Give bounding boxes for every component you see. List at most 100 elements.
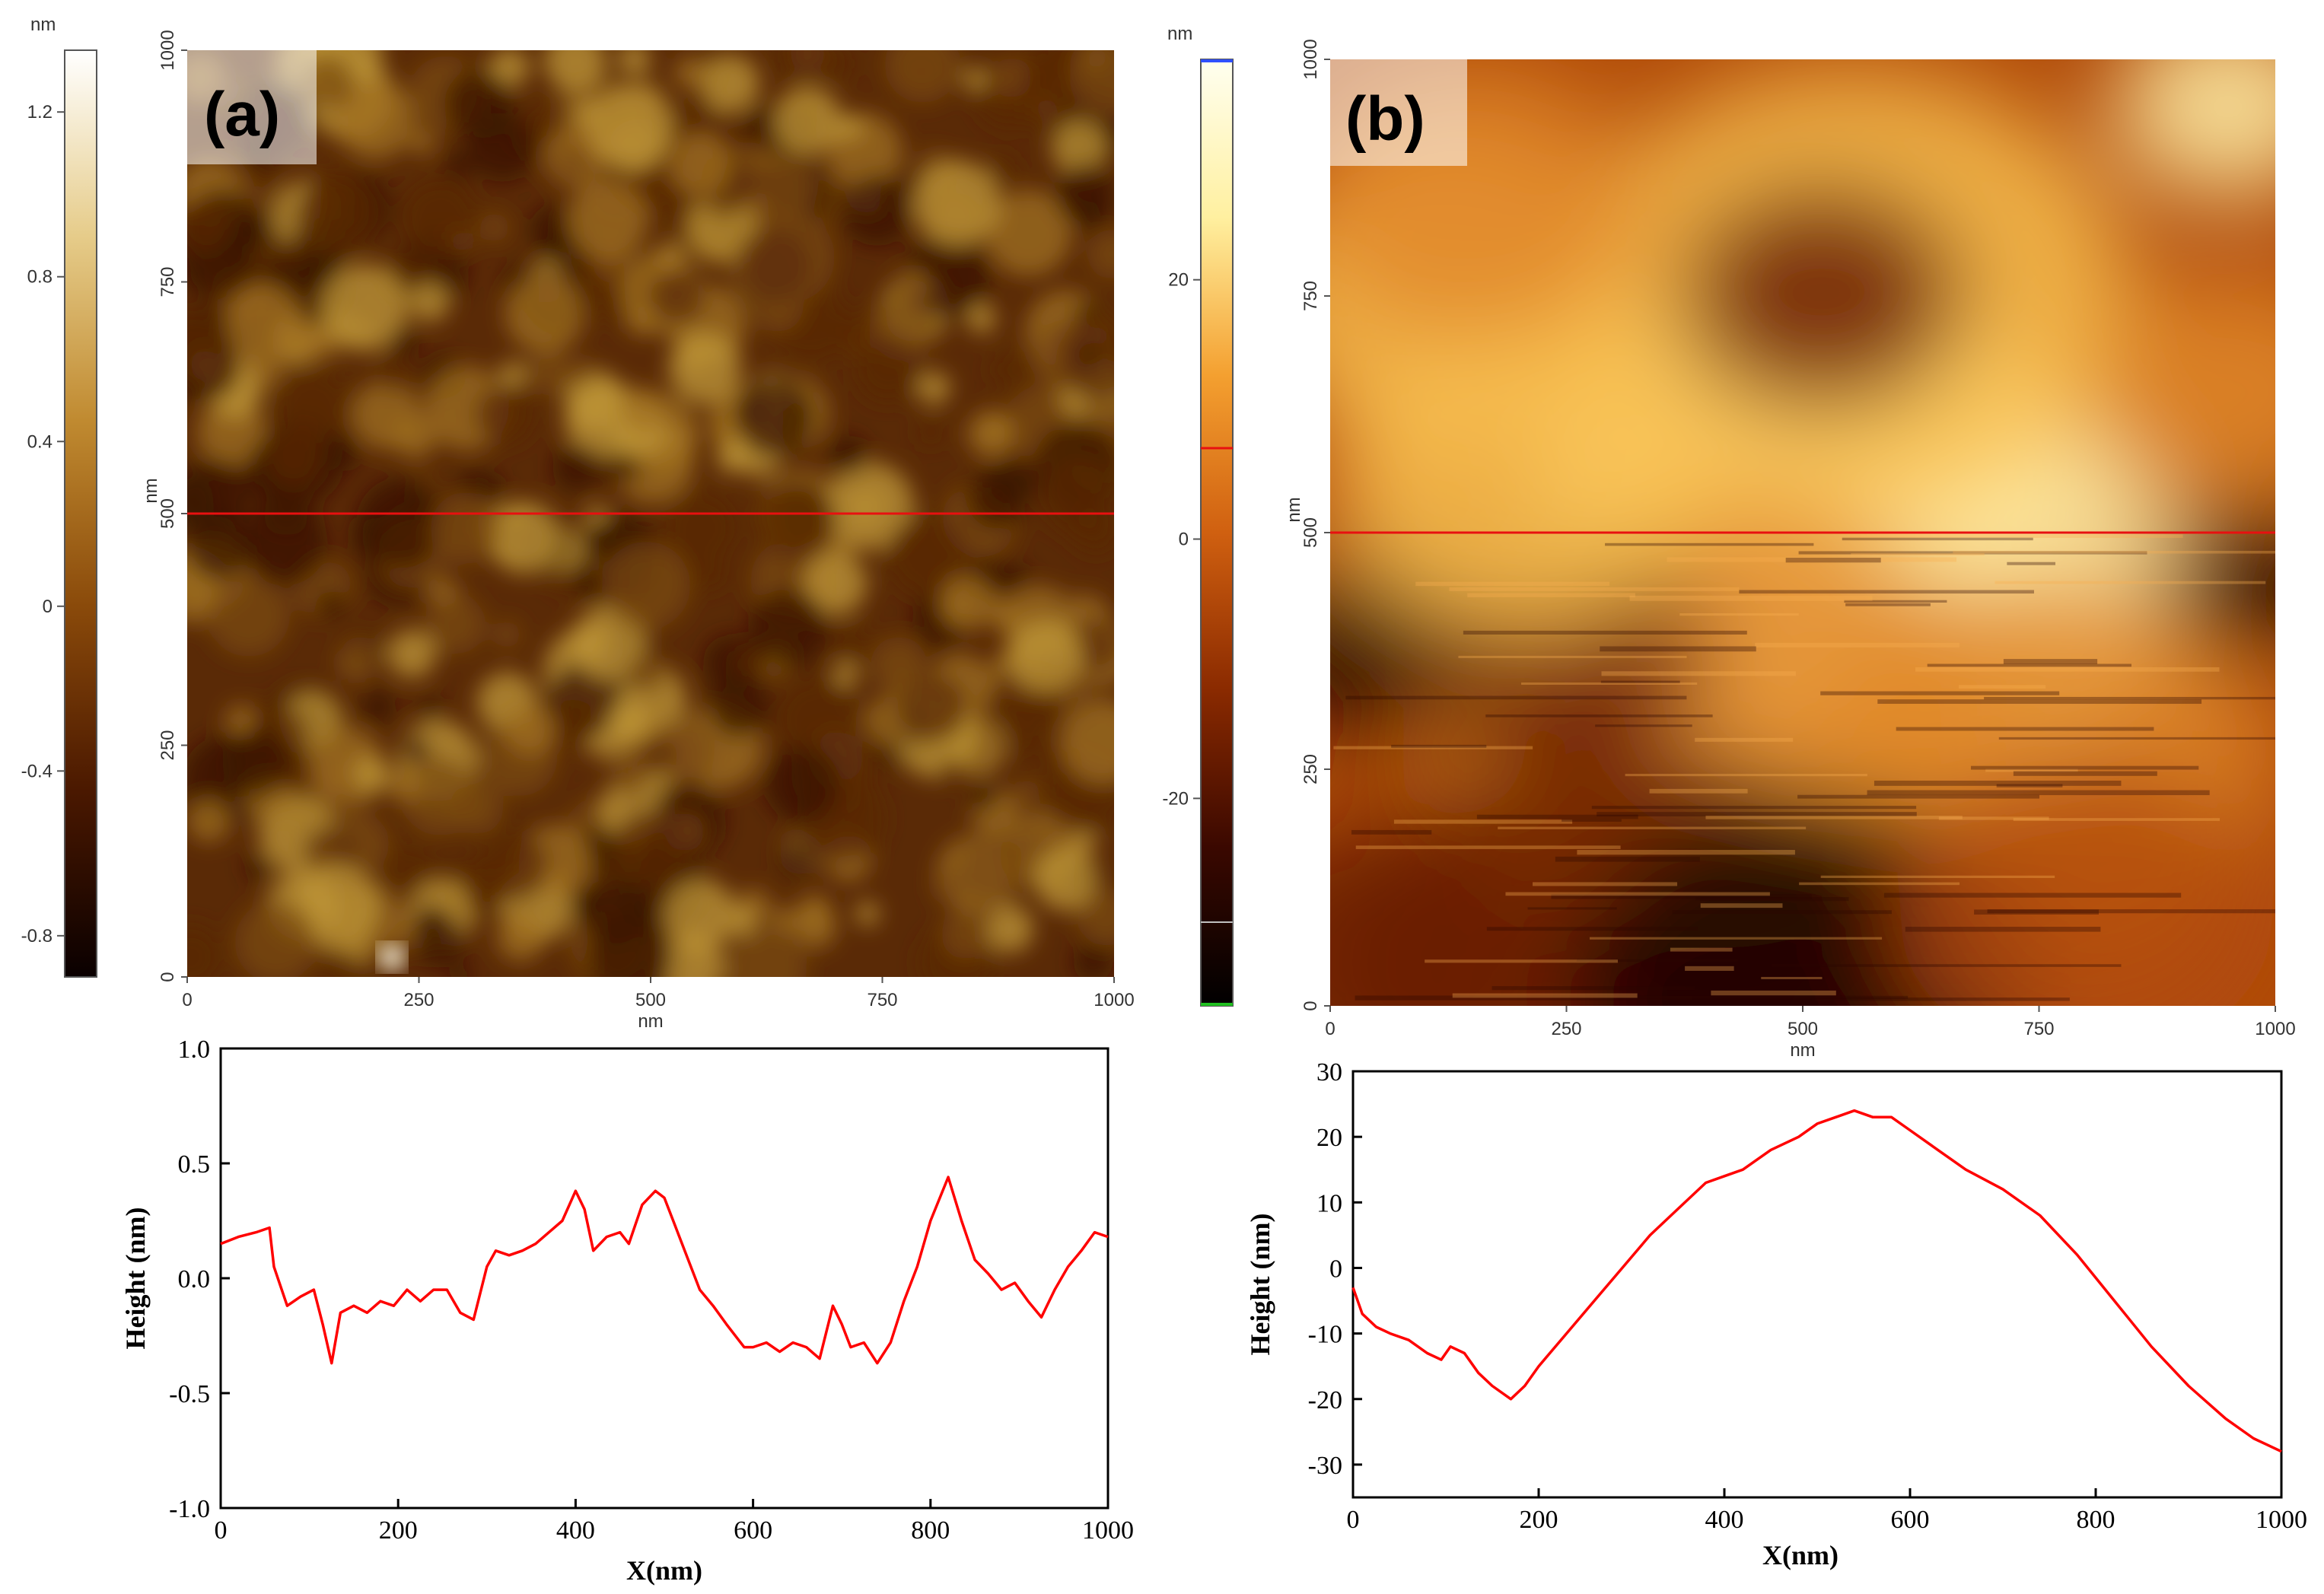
afm-scan-streak xyxy=(1467,593,1635,597)
colorbar-a: nm 1.2 0.8 0.4 0 -0.4 -0.8 xyxy=(21,14,97,978)
profile-y-tick-label: -20 xyxy=(1308,1386,1342,1414)
afm-texture-blob xyxy=(1679,182,1964,410)
afm-scan-streak xyxy=(1820,691,2060,695)
afm-scan-streak xyxy=(1711,990,1836,996)
afm-texture-blob xyxy=(323,434,360,471)
afm-texture-blob xyxy=(245,853,272,880)
afm-texture-blob xyxy=(663,490,739,565)
afm-scan-streak xyxy=(1463,630,1747,635)
afm-scan-streak xyxy=(1616,995,1909,999)
afm-scan-streak xyxy=(1351,829,1432,835)
afm-texture-blob xyxy=(1897,759,2275,1006)
afm-image-a-bright-particle xyxy=(378,943,406,971)
afm-scan-streak xyxy=(1798,551,2147,555)
afm-scan-streak xyxy=(1761,976,1823,979)
afm-x-tick-label: 0 xyxy=(182,990,192,1010)
afm-scan-streak xyxy=(1958,685,2046,689)
afm-texture-blob xyxy=(1002,563,1030,591)
afm-texture-blob xyxy=(794,905,837,949)
afm-scan-streak xyxy=(1476,814,1638,819)
afm-texture-blob xyxy=(941,909,992,959)
afm-texture-blob xyxy=(473,472,504,503)
afm-texture-blob xyxy=(778,842,815,879)
afm-texture-blob xyxy=(336,80,415,160)
afm-scan-streak xyxy=(1797,794,2039,799)
afm-texture-blob xyxy=(650,269,706,325)
afm-texture-blob xyxy=(985,189,1072,277)
profile-x-tick-label: 600 xyxy=(734,1516,772,1545)
afm-texture-blob xyxy=(991,350,1030,389)
afm-texture-blob xyxy=(966,304,996,333)
afm-texture-blob xyxy=(939,574,995,631)
profile-x-tick-label: 1000 xyxy=(2256,1506,2307,1534)
afm-texture-blob xyxy=(265,429,323,487)
afm-scan-streak xyxy=(1333,746,1533,749)
afm-scan-streak xyxy=(1700,897,1849,902)
afm-scan-streak xyxy=(1591,806,1917,810)
profile-y-tick-label: -30 xyxy=(1308,1452,1342,1480)
afm-texture-blob xyxy=(387,629,436,678)
afm-scan-streak xyxy=(1521,682,1698,686)
afm-texture-blob xyxy=(1058,681,1094,717)
afm-texture-blob xyxy=(933,870,966,903)
afm-texture-blob xyxy=(493,620,521,649)
afm-texture-blob xyxy=(1051,119,1107,176)
afm-texture-blob xyxy=(627,309,654,336)
afm-scan-streak xyxy=(1849,534,2183,538)
afm-scan-streak xyxy=(1820,875,2055,878)
afm-x-tick-label: 750 xyxy=(867,990,897,1010)
afm-texture-blob xyxy=(727,907,759,937)
afm-texture-blob xyxy=(1087,229,1114,279)
afm-image-b: (b) 0 250 500 750 1000 0 250 500 750 1000 nm nm xyxy=(1284,39,2296,1061)
afm-texture-blob xyxy=(917,371,950,405)
afm-texture-blob xyxy=(207,574,290,657)
afm-texture-blob xyxy=(489,502,561,574)
afm-texture-blob xyxy=(297,171,380,254)
afm-scan-streak xyxy=(1601,671,1796,676)
afm-texture-blob xyxy=(617,50,651,76)
afm-texture-blob xyxy=(628,654,668,694)
profile-y-tick-label: 0.0 xyxy=(178,1265,211,1293)
afm-texture-blob xyxy=(828,434,868,475)
afm-scan-streak xyxy=(1739,590,2034,594)
afm-texture-blob xyxy=(966,466,1030,530)
afm-texture-blob xyxy=(475,384,536,446)
afm-texture-blob xyxy=(1074,831,1097,854)
afm-texture-blob xyxy=(841,174,913,247)
afm-scan-streak xyxy=(2013,818,2220,821)
afm-texture-blob xyxy=(496,914,544,962)
profile-y-tick-label: 0.5 xyxy=(178,1150,211,1179)
panel-b: nm 200-20 (b) 0 250 500 750 1000025050075010… xyxy=(1162,24,2307,1570)
afm-y-tick-label: 0 xyxy=(158,972,178,982)
afm-texture-blob xyxy=(763,746,840,822)
afm-texture-blob xyxy=(565,358,594,387)
afm-scan-streak xyxy=(1452,993,1638,998)
afm-texture-blob xyxy=(1059,698,1114,784)
afm-texture-blob xyxy=(884,50,960,103)
afm-texture-blob xyxy=(871,636,928,693)
afm-x-tick-label: 750 xyxy=(2023,1019,2054,1039)
afm-texture-blob xyxy=(466,881,501,917)
colorbar-tick-label: -20 xyxy=(1162,788,1189,809)
afm-scan-streak xyxy=(1491,986,1695,991)
profile-x-tick-label: 0 xyxy=(1347,1506,1360,1534)
afm-scan-streak xyxy=(1927,663,2131,667)
afm-texture-blob xyxy=(855,902,880,926)
afm-scan-streak xyxy=(2003,659,2098,664)
afm-texture-blob xyxy=(187,306,224,377)
afm-scan-streak xyxy=(1883,892,2182,898)
afm-texture-blob xyxy=(225,705,256,735)
afm-texture-blob xyxy=(1014,732,1046,765)
afm-scan-streak xyxy=(1393,819,1573,824)
colorbar-b: nm 20 0 -20 xyxy=(1162,24,1234,1007)
profile-y-tick-label: 20 xyxy=(1316,1124,1342,1152)
afm-scan-streak xyxy=(1576,959,1738,962)
afm-texture-blob xyxy=(917,418,945,446)
afm-texture-blob xyxy=(748,588,829,669)
afm-image-a: (a) 0 250 500 750 1000 0 250 500 750 1000 nm nm xyxy=(141,30,1135,1032)
afm-texture-blob xyxy=(727,929,807,977)
afm-x-tick-label: 1000 xyxy=(1094,990,1134,1010)
afm-scan-streak xyxy=(1449,587,1740,591)
profile-y-tick-label: -1.0 xyxy=(169,1495,210,1523)
